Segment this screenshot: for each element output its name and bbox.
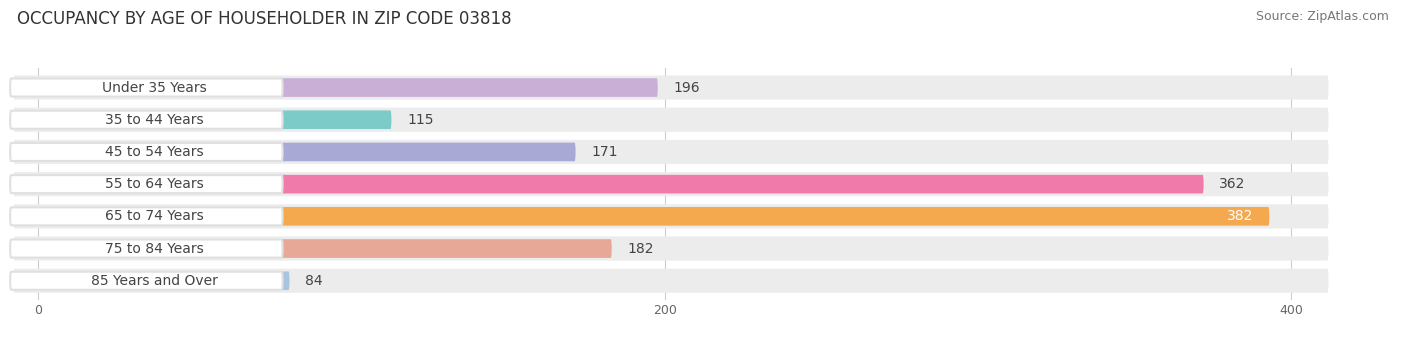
FancyBboxPatch shape bbox=[13, 271, 290, 290]
FancyBboxPatch shape bbox=[13, 78, 658, 97]
Text: 196: 196 bbox=[673, 80, 700, 94]
FancyBboxPatch shape bbox=[10, 111, 283, 129]
FancyBboxPatch shape bbox=[13, 204, 1329, 228]
FancyBboxPatch shape bbox=[13, 175, 1204, 193]
Text: 75 to 84 Years: 75 to 84 Years bbox=[105, 241, 204, 255]
Text: 55 to 64 Years: 55 to 64 Years bbox=[105, 177, 204, 191]
Text: 182: 182 bbox=[627, 241, 654, 255]
FancyBboxPatch shape bbox=[13, 140, 1329, 164]
FancyBboxPatch shape bbox=[13, 236, 1329, 261]
FancyBboxPatch shape bbox=[13, 239, 612, 258]
Text: OCCUPANCY BY AGE OF HOUSEHOLDER IN ZIP CODE 03818: OCCUPANCY BY AGE OF HOUSEHOLDER IN ZIP C… bbox=[17, 10, 512, 28]
Text: 85 Years and Over: 85 Years and Over bbox=[91, 274, 218, 288]
Text: Source: ZipAtlas.com: Source: ZipAtlas.com bbox=[1256, 10, 1389, 23]
FancyBboxPatch shape bbox=[13, 75, 1329, 100]
Text: 65 to 74 Years: 65 to 74 Years bbox=[105, 209, 204, 223]
FancyBboxPatch shape bbox=[10, 175, 283, 193]
FancyBboxPatch shape bbox=[13, 207, 1270, 226]
Text: 115: 115 bbox=[408, 113, 433, 127]
FancyBboxPatch shape bbox=[13, 108, 1329, 132]
FancyBboxPatch shape bbox=[10, 272, 283, 290]
Text: 35 to 44 Years: 35 to 44 Years bbox=[105, 113, 204, 127]
Text: 171: 171 bbox=[591, 145, 617, 159]
FancyBboxPatch shape bbox=[13, 110, 391, 129]
FancyBboxPatch shape bbox=[10, 143, 283, 161]
FancyBboxPatch shape bbox=[13, 172, 1329, 196]
Text: 84: 84 bbox=[305, 274, 323, 288]
Text: Under 35 Years: Under 35 Years bbox=[101, 80, 207, 94]
FancyBboxPatch shape bbox=[10, 239, 283, 257]
FancyBboxPatch shape bbox=[10, 78, 283, 97]
FancyBboxPatch shape bbox=[13, 269, 1329, 293]
FancyBboxPatch shape bbox=[10, 207, 283, 225]
Text: 45 to 54 Years: 45 to 54 Years bbox=[105, 145, 204, 159]
Text: 382: 382 bbox=[1227, 209, 1254, 223]
Text: 362: 362 bbox=[1219, 177, 1246, 191]
FancyBboxPatch shape bbox=[13, 143, 575, 161]
